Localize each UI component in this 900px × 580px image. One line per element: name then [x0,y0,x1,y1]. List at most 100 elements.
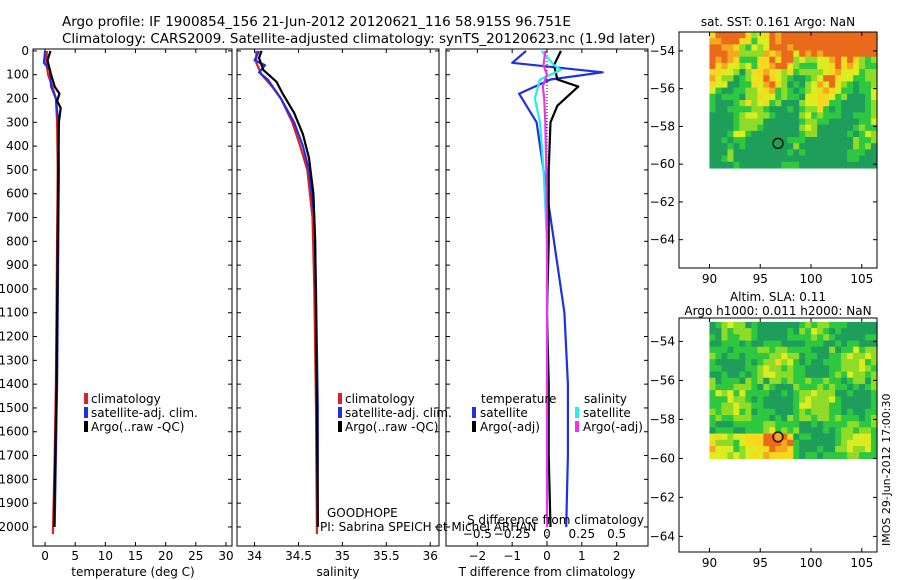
heat-cell [871,75,878,83]
heat-cell [829,118,836,126]
heat-cell [793,445,800,453]
heat-cell [817,396,824,404]
xtick-label: 30 [218,549,233,563]
heat-cell [829,390,836,397]
heat-cell [859,155,866,163]
heat-cell [853,396,860,404]
heat-cell [763,38,770,45]
heat-cell [847,427,854,435]
heat-cell [709,155,717,163]
heat-cell [865,390,872,397]
heat-cell [715,328,723,335]
heat-cell [781,427,788,435]
heat-cell [871,340,878,348]
heat-cell [751,427,758,435]
heat-cell [811,421,818,428]
depth-tick-label: 200 [6,92,29,106]
heat-cell [865,137,872,144]
heat-cell [781,408,788,416]
heat-cell [865,321,872,329]
heat-cell [805,445,812,453]
heat-cell [733,321,740,329]
heat-cell [739,352,746,360]
legend-swatch-satellite [338,407,342,418]
heat-cell [787,383,794,391]
heat-cell [715,414,723,422]
heat-cell [793,439,800,447]
heat-cell [853,93,860,101]
heat-cell [799,439,806,447]
heat-cell [817,149,824,157]
heat-cell [865,50,872,58]
heat-cell [847,69,854,76]
heat-cell [763,75,770,83]
heat-cell [811,93,818,101]
heat-cell [835,359,842,366]
heat-cell [745,87,752,95]
heat-cell [841,112,848,120]
heat-cell [781,106,788,113]
heat-cell [751,118,758,126]
heat-cell [793,81,800,89]
heat-cell [829,421,836,428]
heat-cell [739,38,746,45]
heat-cell [823,365,830,373]
heat-cell [793,321,800,329]
heat-cell [841,414,848,422]
heat-cell [799,396,806,404]
heat-cell [841,44,848,52]
heat-cell [751,81,758,89]
heat-cell [739,81,746,89]
heat-cell [841,365,848,373]
heat-cell [865,359,872,366]
heat-cell [751,321,758,329]
heat-cell [871,328,878,335]
heat-cell [865,130,872,138]
heat-cell [763,118,770,126]
heat-cell [721,408,729,416]
legend-heading-salinity: salinity [584,392,627,406]
heat-cell [865,402,872,410]
heat-cell [829,75,836,83]
heat-cell [841,149,848,157]
heat-cell [841,402,848,410]
heat-cell [829,365,836,373]
heat-cell [823,377,830,385]
sla-map-title-line1: Altim. SLA: 0.11 [730,290,826,304]
lat-tick-label: −54 [650,334,675,348]
heat-cell [709,62,717,70]
heat-cell [829,445,836,453]
heat-cell [769,161,776,169]
heat-cell [847,155,854,163]
heat-cell [871,439,878,447]
heat-cell [865,75,872,83]
heat-cell [787,396,794,404]
heat-cell [769,62,776,70]
heat-cell [835,149,842,157]
heat-cell [841,328,848,335]
heat-cell [823,118,830,126]
salinity-xlabel: salinity [316,565,359,579]
heat-cell [829,87,836,95]
heat-cell [799,149,806,157]
heat-cell [715,118,723,126]
heat-cell [871,359,878,366]
heat-cell [757,87,764,95]
heat-cell [763,112,770,120]
heat-cell [781,421,788,428]
heat-cell [835,414,842,422]
heat-cell [781,50,788,58]
heat-cell [739,445,746,453]
heat-cell [745,38,752,45]
heat-cell [847,130,854,138]
heat-cell [811,390,818,397]
heat-cell [865,143,872,150]
heat-cell [823,130,830,138]
heat-cell [739,408,746,416]
heat-cell [721,75,729,83]
heat-cell [775,124,782,132]
heat-cell [787,452,794,459]
heat-cell [799,81,806,89]
heat-cell [709,439,717,447]
heat-cell [859,427,866,435]
